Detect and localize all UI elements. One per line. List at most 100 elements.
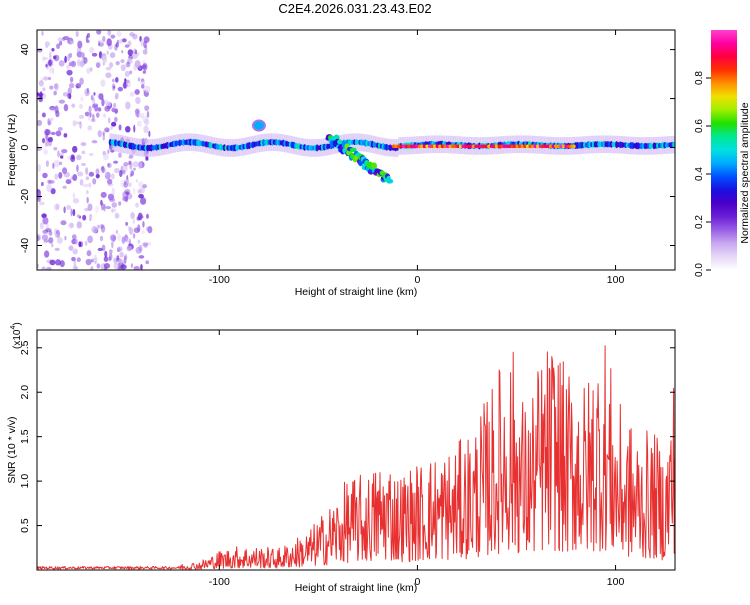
spectrogram-noise-cell: [112, 78, 115, 83]
spectrogram-noise-cell: [115, 229, 119, 235]
spectrogram-strong-cell: [453, 144, 458, 149]
spectrogram-noise-cell: [111, 241, 114, 249]
spectrogram-noise-cell: [52, 55, 57, 60]
spectrogram-noise-cell: [37, 197, 41, 202]
spectrogram-noise-cell: [115, 60, 120, 66]
spectrogram-noise-cell: [132, 218, 135, 224]
spectrogram-noise-cell: [141, 64, 147, 69]
spectrogram-strong-cell: [505, 144, 509, 149]
spectrogram-noise-cell: [37, 110, 41, 114]
spectrogram-noise-cell: [53, 159, 60, 168]
spectrogram-xtick-label: 100: [607, 274, 625, 286]
spectrogram-noise-cell: [58, 172, 63, 179]
spectrogram-noise-cell: [102, 153, 109, 161]
spectrogram-noise-cell: [96, 263, 101, 269]
spectrogram-noise-cell: [137, 212, 143, 221]
spectrogram-noise-cell: [72, 120, 77, 127]
spectrogram-noise-cell: [123, 81, 127, 89]
spectrogram-noise-cell: [77, 59, 81, 67]
spectrogram-noise-cell: [38, 80, 44, 85]
spectrogram-noise-cell: [100, 191, 107, 198]
spectrogram-noise-cell: [115, 42, 119, 48]
spectrogram-noise-cell: [41, 266, 46, 270]
spectrogram-noise-cell: [81, 162, 86, 167]
spectrogram-noise-cell: [101, 167, 107, 173]
spectrogram-strong-cell: [566, 144, 571, 149]
spectrogram-noise-cell: [75, 31, 79, 37]
spectrogram-noise-cell: [113, 160, 119, 164]
spectrogram-noise-cell: [106, 38, 112, 47]
spectrogram-xtick-label: -100: [209, 274, 230, 286]
spectrogram-noise-cell: [50, 188, 56, 195]
spectrogram-noise-cell: [54, 83, 58, 89]
spectrogram-noise-cell: [53, 147, 58, 151]
spectrogram-noise-cell: [117, 233, 121, 242]
spectrogram-noise-cell: [42, 137, 45, 144]
spectrogram-noise-cell: [87, 203, 93, 212]
spectrogram-strong-cell: [451, 144, 455, 149]
spectrogram-noise-cell: [142, 60, 146, 66]
colorbar-tick-label: 0.8: [694, 71, 705, 85]
spectrogram-strong-cell: [548, 144, 553, 149]
spectrogram-noise-cell: [138, 181, 144, 188]
spectrogram-noise-cell: [67, 87, 72, 95]
spectrogram-noise-cell: [135, 113, 139, 118]
spectrogram-noise-cell: [143, 137, 148, 144]
spectrogram-noise-cell: [92, 178, 97, 185]
spectrogram-noise-cell: [57, 37, 63, 42]
spectrogram-noise-cell: [141, 229, 146, 235]
spectrogram-noise-cell: [77, 40, 83, 49]
spectrogram-noise-cell: [69, 52, 73, 58]
spectrogram-noise-cell: [89, 111, 92, 118]
spectrogram-strong-cell: [518, 144, 522, 149]
spectrogram-noise-cell: [68, 245, 74, 251]
spectrogram-noise-cell: [124, 79, 130, 83]
spectrogram-noise-cell: [48, 59, 52, 66]
spectrogram-noise-cell: [99, 235, 104, 242]
spectrogram-noise-cell: [45, 61, 50, 70]
spectrogram-noise-cell: [70, 60, 77, 68]
spectrogram-noise-cell: [119, 38, 123, 44]
spectrogram-noise-cell: [116, 255, 120, 261]
snr-frame: [36, 329, 676, 571]
spectrogram-noise-cell: [102, 133, 105, 141]
spectrogram-strong-cell: [572, 144, 576, 149]
spectrogram-noise-cell: [137, 189, 142, 194]
spectrogram-ticks: -100 0 100 -40 -20 0 20 40: [19, 30, 675, 286]
spectrogram-noise-cell: [73, 258, 76, 267]
spectrogram-noise-cell: [121, 164, 128, 172]
spectrogram-strong-cell: [425, 144, 429, 149]
spectrogram-noise-cell: [37, 92, 40, 97]
spectrogram-xlabel: Height of straight line (km): [295, 286, 418, 298]
spectrogram-noise-cell: [125, 221, 129, 226]
spectrogram-strong-cell: [520, 144, 525, 149]
spectrogram-noise-cell: [142, 220, 145, 228]
spectrogram-panel: -100 0 100 -40 -20 0 20 40 Height of straight l…: [6, 29, 676, 298]
spectrogram-noise-cell: [97, 247, 103, 252]
spectrogram-noise-cell: [135, 202, 139, 208]
spectrogram-branch-cell: [337, 139, 343, 145]
spectrogram-noise-cell: [88, 113, 91, 121]
snr-marks: [37, 345, 675, 570]
spectrogram-noise-cell: [60, 220, 67, 226]
spectrogram-noise-cell: [90, 118, 96, 123]
spectrogram-strong-cell: [533, 144, 538, 149]
snr-ytick-label: 2.0: [19, 385, 31, 400]
spectrogram-noise-cell: [42, 93, 47, 100]
spectrogram-noise-cell: [101, 165, 105, 174]
spectrogram-noise-cell: [106, 128, 109, 133]
spectrogram-noise-cell: [136, 120, 142, 127]
spectrogram-strong-cell: [402, 144, 406, 149]
spectrogram-noise-cell: [107, 30, 112, 36]
spectrogram-noise-cell: [65, 179, 72, 185]
spectrogram-noise-cell: [78, 103, 83, 109]
spectrogram-noise-cell: [76, 154, 82, 161]
spectrogram-noise-cell: [54, 173, 59, 180]
spectrogram-noise-cell: [122, 81, 128, 89]
spectrogram-noise-cell: [49, 85, 54, 90]
spectrogram-noise-cell: [142, 49, 148, 55]
spectrogram-noise-cell: [144, 105, 150, 111]
spectrogram-noise-cell: [68, 82, 75, 89]
spectrogram-noise-cell: [118, 124, 122, 131]
snr-ytick-label: 0.5: [19, 518, 31, 533]
